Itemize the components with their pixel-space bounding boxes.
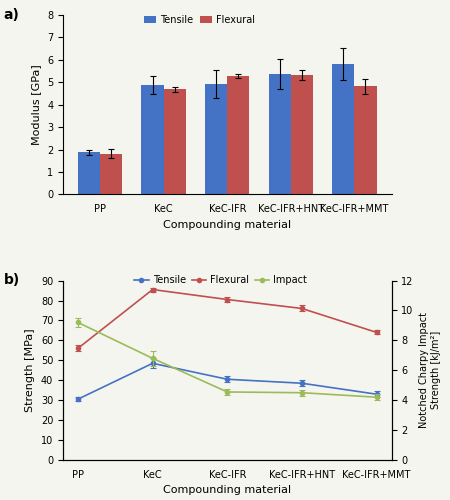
Bar [100,154,122,194]
Bar [164,90,186,194]
Y-axis label: Notched Charpy Impact
Strength [kJ/m²]: Notched Charpy Impact Strength [kJ/m²] [419,312,441,428]
Bar [141,85,164,194]
Legend: Tensile, Flexural, Impact: Tensile, Flexural, Impact [130,271,311,289]
Bar [291,75,313,194]
Bar [332,64,354,194]
Text: b): b) [4,274,20,287]
Legend: Tensile, Flexural: Tensile, Flexural [140,11,259,28]
X-axis label: Compounding material: Compounding material [163,486,291,496]
Bar [78,152,100,194]
X-axis label: Compounding material: Compounding material [163,220,291,230]
Bar [227,76,249,194]
Bar [205,84,227,194]
Bar [354,86,377,194]
Text: a): a) [4,8,20,22]
Y-axis label: Strength [MPa]: Strength [MPa] [25,328,36,412]
Bar [269,74,291,194]
Y-axis label: Modulus [GPa]: Modulus [GPa] [32,64,41,145]
